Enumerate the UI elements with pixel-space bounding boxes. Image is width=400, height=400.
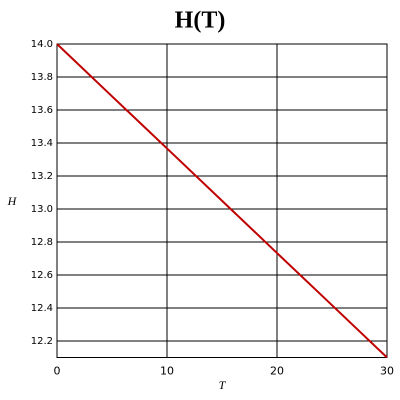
- x-axis-label: T: [219, 378, 227, 392]
- y-tick-label: 13.0: [31, 204, 53, 215]
- y-tick-label: 13.2: [31, 171, 53, 182]
- y-tick-label: 12.4: [31, 303, 53, 314]
- y-tick-label: 12.2: [31, 336, 53, 347]
- y-tick-label: 14.0: [31, 39, 53, 50]
- chart-title: H(T): [175, 8, 226, 34]
- y-axis-label: H: [7, 194, 18, 208]
- x-tick-label: 20: [270, 365, 284, 378]
- y-tick-label: 13.8: [31, 72, 53, 83]
- x-tick-label: 10: [160, 365, 174, 378]
- y-tick-label: 13.4: [31, 138, 53, 149]
- y-tick-label: 12.8: [31, 237, 53, 248]
- x-tick-label: 0: [54, 365, 61, 378]
- y-tick-label: 12.6: [31, 270, 53, 281]
- y-tick-label: 13.6: [31, 105, 53, 116]
- data-line: [56, 43, 388, 359]
- x-tick-label: 30: [380, 365, 394, 378]
